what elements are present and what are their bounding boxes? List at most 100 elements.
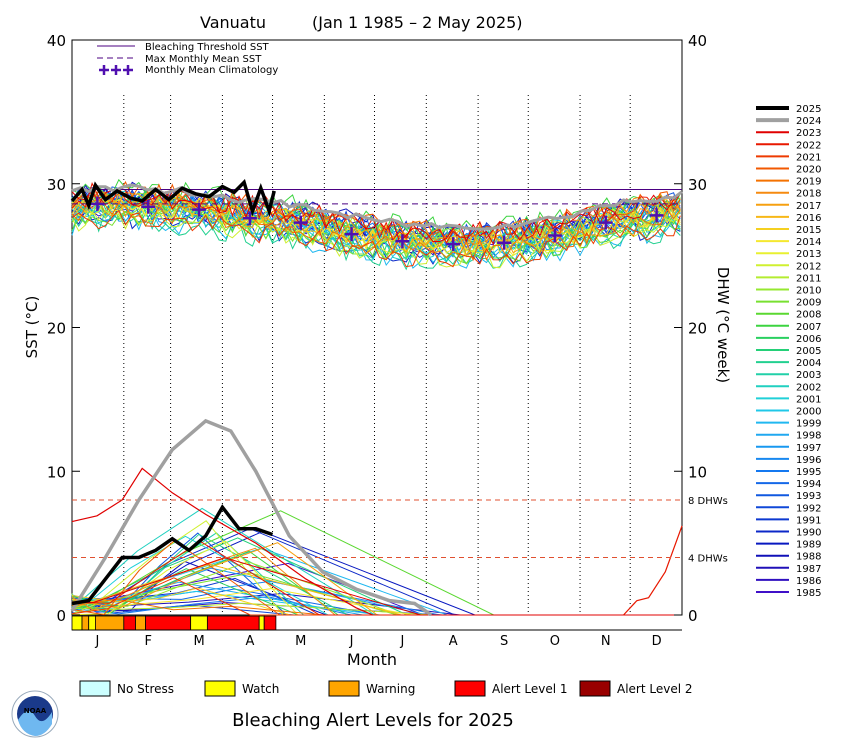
climatology-marker [547,228,562,243]
footer-title: Bleaching Alert Levels for 2025 [232,710,514,731]
y-tick-label-right: 30 [688,176,707,194]
dhw-line-2022-late [623,525,683,616]
alert-legend-swatch [204,680,236,697]
year-label-1996: 1996 [796,455,821,466]
year-label-2012: 2012 [796,261,821,272]
year-label-1994: 1994 [796,479,821,490]
year-label-2022: 2022 [796,140,821,151]
sst-line-2025 [70,178,276,218]
year-label-2002: 2002 [796,382,821,393]
y-tick-label-right: 40 [688,32,707,50]
dhw-line-2025 [71,504,274,606]
dhw-4-label: 4 DHWs [688,554,728,565]
year-label-2008: 2008 [796,310,821,321]
year-label-2000: 2000 [796,407,821,418]
alert-bar-segment [135,615,146,631]
year-label-2016: 2016 [796,213,821,224]
climatology-marker [344,227,359,242]
year-label-2023: 2023 [796,128,821,139]
month-label: J [94,634,99,649]
plot-frame [71,39,683,616]
y-tick-label-left: 10 [47,463,66,481]
y-axis-label-right: DHW (°C week) [714,267,732,383]
y-tick-label-right: 10 [688,463,707,481]
sst-line-2003 [71,208,681,266]
chart-title-period: (Jan 1 1985 – 2 May 2025) [312,13,523,32]
year-label-2001: 2001 [796,394,821,405]
alert-legend-label: Alert Level 1 [492,682,568,696]
alert-bar-segment [81,615,90,631]
month-label: A [449,634,458,649]
climatology-marker [293,215,308,230]
year-label-1997: 1997 [796,443,821,454]
month-label: D [652,634,662,649]
legend-mmm-label: Max Monthly Mean SST [145,54,262,65]
dhw-8-label: 8 DHWs [688,496,728,507]
alert-bar-segment [94,615,125,631]
year-label-1990: 1990 [796,528,821,539]
month-label: F [145,634,152,649]
dhw-line-2021 [71,577,682,616]
alert-bar-segment [88,615,96,631]
logo-bird-shape [18,710,52,736]
year-label-2010: 2010 [796,286,821,297]
alert-bar-segment [71,615,83,631]
alert-legend: No Stress Watch Warning Alert Level 1 Alert … [79,680,693,731]
alert-legend-label: Alert Level 2 [617,682,693,696]
climatology-marker [141,199,156,214]
year-label-2024: 2024 [796,116,821,127]
year-label-2018: 2018 [796,189,821,200]
year-label-2020: 2020 [796,165,821,176]
year-label-2003: 2003 [796,370,821,381]
year-label-1998: 1998 [796,431,821,442]
alert-legend-swatch [328,680,360,697]
climatology-marker [497,235,512,250]
dhw-line-2023 [71,467,374,616]
y-tick-label-left: 40 [47,32,66,50]
month-label: A [245,634,254,649]
legend-climatology-label: Monthly Mean Climatology [145,65,278,76]
alert-legend-swatch [79,680,111,697]
climatology-marker [242,211,257,226]
year-label-2009: 2009 [796,298,821,309]
year-label-1999: 1999 [796,419,821,430]
month-label: J [349,634,354,649]
legend-climatology-marker [111,65,121,75]
year-label-2021: 2021 [796,152,821,163]
month-label: S [500,634,508,649]
alert-legend-swatch [579,680,611,697]
axis-labels: Vanuatu (Jan 1 1985 – 2 May 2025) Month SST… [23,13,732,669]
year-label-2006: 2006 [796,334,821,345]
year-label-1989: 1989 [796,540,821,551]
sst-line-2024 [71,183,683,231]
climatology-marker [395,234,410,249]
y-tick-label-right: 20 [688,320,707,338]
year-label-2017: 2017 [796,201,821,212]
alert-legend-label: Watch [242,682,279,696]
legend-threshold-label: Bleaching Threshold SST [145,42,270,53]
logo-text: NOAA [24,707,47,715]
y-axis-label-left: SST (°C) [23,296,41,359]
year-label-2005: 2005 [796,346,821,357]
climatology-marker [446,237,461,252]
climatology-marker [192,202,207,217]
alert-bar-segment [263,615,277,631]
year-label-2007: 2007 [796,322,821,333]
sst-line-2021 [71,209,681,268]
year-label-1993: 1993 [796,491,821,502]
month-label: N [601,634,611,649]
sst-line-2023 [71,187,681,246]
y-tick-label-left: 30 [47,176,66,194]
alert-bar-segment [258,615,265,631]
year-label-1985: 1985 [796,588,821,599]
sst-line-2019 [71,199,681,262]
alert-legend-label: No Stress [117,682,174,696]
year-label-2013: 2013 [796,249,821,260]
year-label-2019: 2019 [796,177,821,188]
year-label-1987: 1987 [796,564,821,575]
climatology-marker [90,196,105,211]
noaa-logo: NOAA [11,690,59,738]
